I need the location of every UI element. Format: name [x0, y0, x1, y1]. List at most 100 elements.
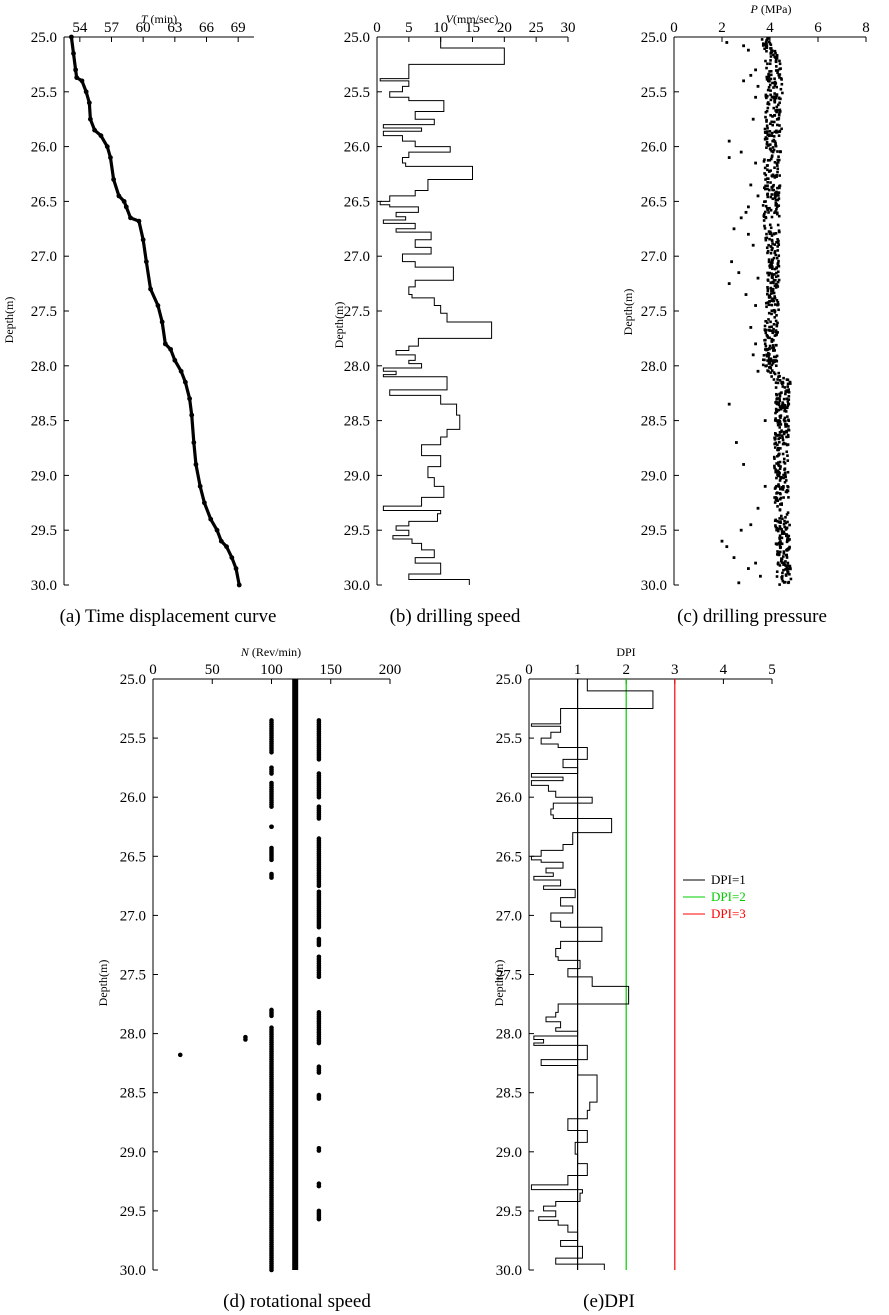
data-point-a [136, 218, 142, 224]
data-point-c [761, 363, 765, 367]
data-point-c-outlier [739, 216, 743, 220]
data-point-c [763, 137, 767, 141]
data-point-c [765, 146, 768, 149]
y-tick-label-e: 26.0 [496, 790, 522, 806]
data-point-c [782, 550, 786, 553]
data-point-c [765, 354, 769, 358]
data-point-c [786, 564, 790, 567]
data-point-c [776, 421, 780, 424]
data-point-c [778, 394, 782, 398]
data-point-c [781, 436, 784, 440]
data-point-c-outlier [742, 463, 745, 466]
data-point-c [784, 425, 787, 428]
x-tick-label-a: 63 [167, 20, 182, 36]
data-point-c [778, 564, 782, 567]
data-point-c [771, 242, 774, 245]
data-point-c [772, 148, 776, 152]
data-point-c [776, 186, 779, 190]
data-point-c [781, 438, 785, 442]
data-point-c [776, 434, 780, 437]
data-point-c [776, 261, 780, 265]
y-tick-label-a: 26.0 [31, 140, 57, 156]
data-point-c [785, 553, 789, 557]
data-point-c [782, 430, 786, 434]
data-point-c [785, 527, 788, 530]
data-point-c [773, 284, 777, 288]
data-point-c [770, 95, 774, 99]
data-point-c [778, 583, 781, 586]
data-point-c [783, 386, 787, 389]
data-point-a [92, 127, 98, 133]
data-point-a [155, 303, 161, 308]
data-point-c [774, 364, 778, 368]
data-point-c [773, 457, 776, 460]
x-tick-label-b: 20 [497, 20, 512, 36]
data-point-c [767, 359, 771, 363]
y-tick-label-e: 25.5 [496, 731, 522, 747]
data-point-c [774, 210, 777, 213]
data-point-c [779, 521, 782, 525]
data-point-c [779, 416, 782, 419]
data-point-a [229, 555, 235, 560]
data-point-c [764, 115, 767, 119]
chart-panel-b: 0 5 10 15 20 25 30 25.0 25.5 26.0 26.5 27.0 27.5 28.0… [332, 12, 576, 627]
data-point-c [776, 505, 779, 508]
plot-area-e: 0 1 2 3 4 5 25.0 25.5 26.0 26.5 27.0 27.5 28.0 28.5 29… [496, 662, 776, 1279]
legend-label-dpi-2: DPI=2 [711, 889, 746, 904]
data-point-c [772, 256, 776, 260]
data-point-c [773, 84, 777, 87]
data-point-c [782, 568, 785, 572]
data-point-c-outlier [744, 210, 748, 214]
data-point-c [772, 378, 776, 381]
data-point-c [782, 552, 786, 555]
data-point-c [772, 359, 775, 362]
data-point-c [781, 442, 785, 446]
data-point-c [786, 520, 789, 524]
y-tick-label-b: 29.0 [344, 468, 370, 484]
data-point-c [763, 158, 766, 161]
data-point-c [783, 416, 787, 420]
y-tick-label-c: 25.0 [641, 30, 667, 46]
data-point-c [770, 325, 773, 329]
data-point-c [766, 187, 769, 191]
data-point-c [764, 319, 767, 323]
data-point-c [769, 122, 772, 126]
data-point-c [777, 485, 781, 488]
data-point-c [786, 485, 790, 489]
data-point-c [764, 344, 768, 348]
data-point-c-outlier [732, 556, 736, 559]
data-point-a [178, 368, 184, 374]
data-point-c-outlier [749, 183, 753, 187]
data-point-c [772, 135, 776, 138]
data-point-c [777, 483, 780, 486]
data-point-c [774, 524, 777, 527]
data-point-a [108, 155, 113, 160]
data-point-c [770, 215, 774, 219]
x-tick-label-a: 54 [72, 20, 88, 36]
data-point-c [771, 287, 775, 291]
data-point-c [776, 158, 780, 162]
data-point-a [83, 89, 89, 95]
data-point-c [776, 123, 779, 127]
data-point-c [771, 265, 774, 269]
data-point-c [773, 311, 777, 314]
data-point-c [773, 161, 777, 164]
y-tick-label-c: 30.0 [641, 578, 667, 594]
data-point-c [775, 553, 779, 556]
data-point-c [765, 96, 768, 100]
data-point-c [777, 254, 781, 257]
data-point-c [772, 291, 776, 295]
x-tick-label-d: 0 [149, 662, 157, 678]
data-point-c [778, 460, 782, 464]
data-point-a [128, 215, 133, 221]
data-point-d-100 [269, 749, 274, 755]
data-point-c [767, 74, 770, 77]
data-point-c [780, 527, 783, 531]
data-point-c [770, 309, 774, 313]
data-point-c [776, 443, 779, 447]
y-tick-label-e: 30.0 [496, 1263, 522, 1279]
data-point-c [770, 299, 773, 303]
data-point-c [775, 271, 778, 275]
data-point-c [773, 446, 777, 449]
data-point-c [774, 470, 777, 474]
